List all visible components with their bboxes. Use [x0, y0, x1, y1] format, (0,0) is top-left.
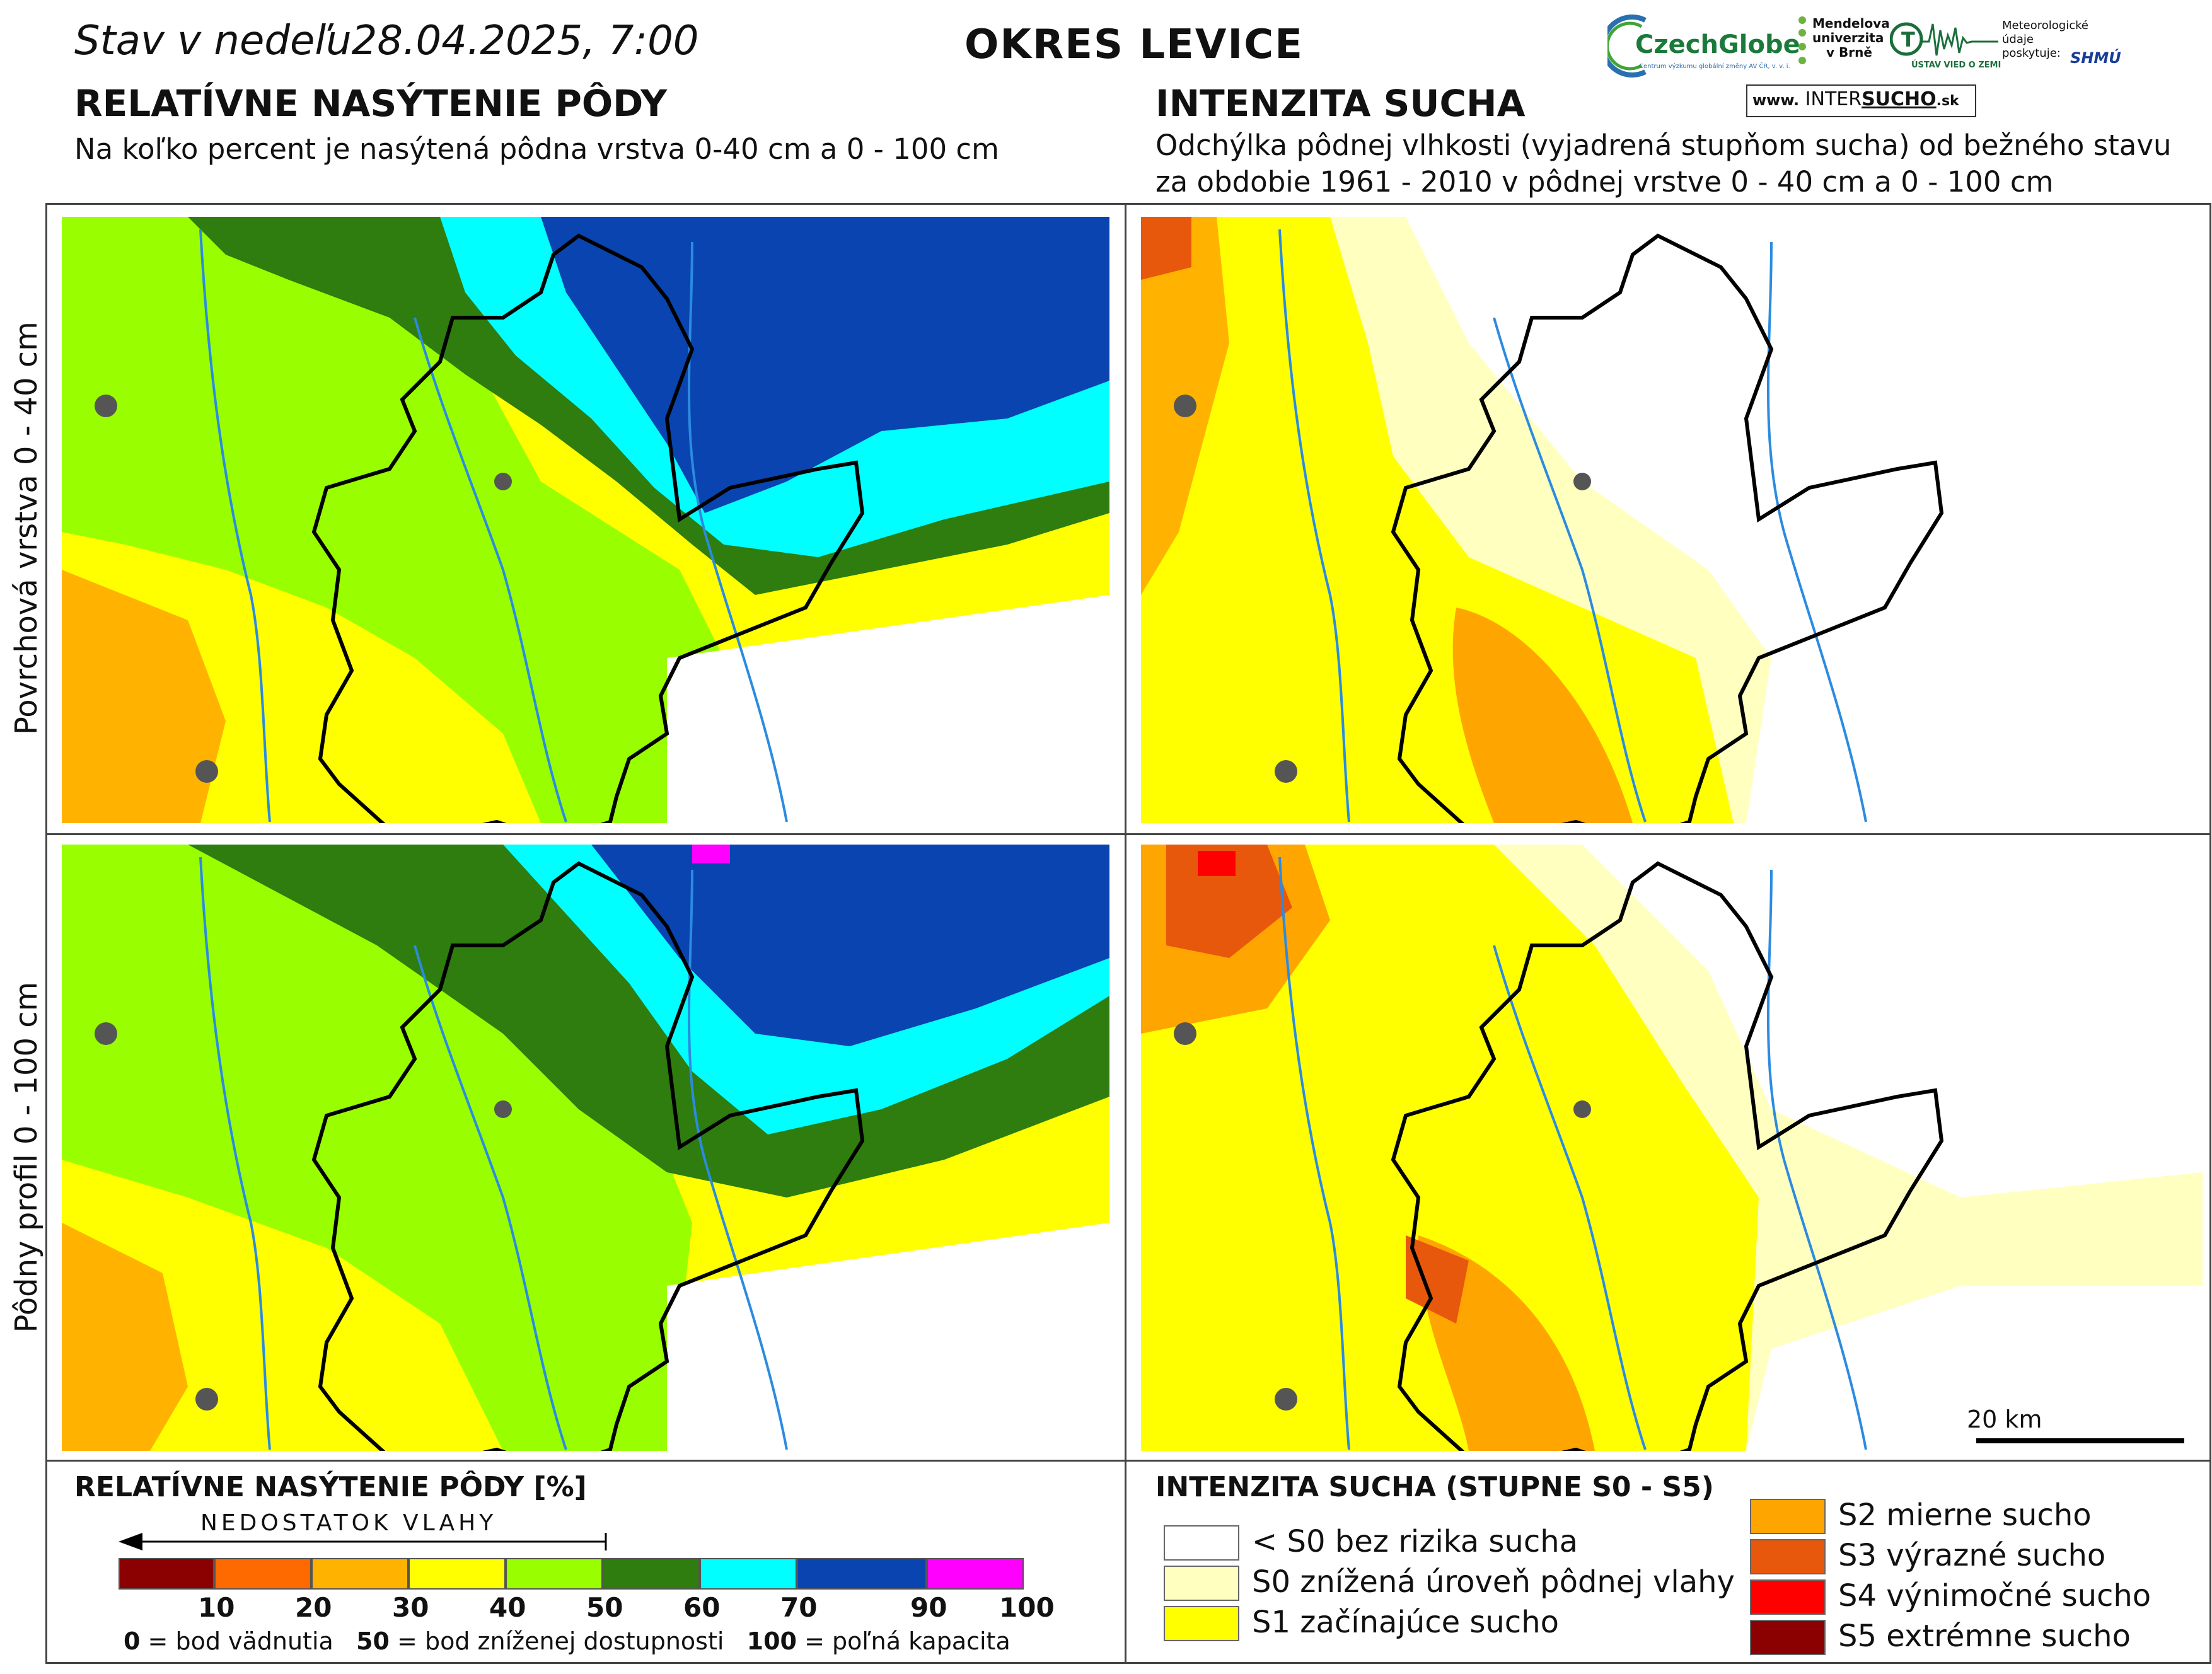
horizontal-divider-middle	[45, 833, 2211, 835]
note-50-value: 50	[356, 1627, 390, 1655]
drought-class-swatch	[1164, 1566, 1239, 1601]
note-100-text: = poľná kapacita	[797, 1627, 1010, 1655]
web-suffix: .sk	[1936, 93, 1959, 109]
scale-swatch	[927, 1558, 1024, 1590]
meteo-provider: Meteorologické údaje poskytuje: SHMÚ	[2002, 19, 2128, 82]
web-sucho: SUCHO	[1862, 88, 1937, 110]
scale-tick-label: 40	[489, 1592, 526, 1623]
note-50-text: = bod zníženej dostupnosti	[389, 1627, 724, 1655]
date-prefix: Stav v nedeľu	[74, 18, 352, 64]
scale-bar-label: 20 km	[1967, 1406, 2042, 1433]
mendelu-line-2: univerzita	[1812, 30, 1884, 45]
row-label-profile: Pôdny profil 0 - 100 cm	[9, 981, 44, 1333]
right-panel-subtitle-1: Odchýlka pôdnej vlhkosti (vyjadrená stup…	[1155, 129, 2172, 162]
scale-swatch	[119, 1558, 214, 1590]
left-panel-title: RELATÍVNE NASÝTENIE PÔDY	[74, 82, 668, 125]
map-saturation-topsoil	[62, 217, 1109, 823]
drought-class-swatch	[1750, 1579, 1826, 1615]
note-0-text: = bod vädnutia	[140, 1627, 333, 1655]
drought-class-swatch	[1750, 1539, 1826, 1574]
drought-legend-title: INTENZITA SUCHA (STUPNE S0 - S5)	[1155, 1471, 1714, 1503]
scale-tick-label: 60	[683, 1592, 721, 1623]
uvz-name: ÚSTAV VIED O ZEMI	[1911, 61, 2001, 70]
note-100-value: 100	[746, 1627, 797, 1655]
scale-tick-label: 10	[198, 1592, 235, 1623]
uvz-logo: T ÚSTAV VIED O ZEMI	[1889, 16, 2001, 79]
meteo-line-3: poskytuje:	[2002, 47, 2061, 60]
map-drought-topsoil	[1141, 217, 2203, 823]
right-panel-subtitle-2: za obdobie 1961 - 2010 v pôdnej vrstve 0…	[1155, 165, 2054, 199]
horizontal-divider-legend	[45, 1460, 2211, 1462]
scale-swatch	[700, 1558, 797, 1590]
scale-swatch	[214, 1558, 311, 1590]
shmu-logo: SHMÚ	[2070, 49, 2121, 67]
scale-swatch	[408, 1558, 506, 1590]
deficit-arrow-label: NEDOSTATOK VLAHY	[200, 1510, 497, 1536]
drought-class-label: S4 výnimočné sucho	[1838, 1578, 2151, 1613]
meteo-line-1: Meteorologické	[2002, 19, 2088, 32]
scale-bar	[1976, 1438, 2184, 1443]
meteo-line-2: údaje	[2002, 33, 2034, 46]
mendelu-line-3: v Brně	[1826, 45, 1872, 60]
scale-tick-label: 90	[910, 1592, 947, 1623]
czechglobe-logo: CzechGlobe Centrum výzkumu globální změn…	[1601, 11, 1800, 81]
drought-class-label: S5 extrémne sucho	[1838, 1619, 2131, 1654]
date-value: 28.04.2025, 7:00	[351, 18, 699, 64]
deficit-arrow	[119, 1533, 607, 1550]
scale-swatch	[797, 1558, 927, 1590]
note-0-value: 0	[124, 1627, 141, 1655]
drought-class-label: < S0 bez rizika sucha	[1252, 1524, 1578, 1559]
scale-tick-label: 70	[780, 1592, 818, 1623]
left-panel-subtitle: Na koľko percent je nasýtená pôdna vrstv…	[74, 132, 999, 166]
vertical-divider	[1125, 203, 1126, 1664]
scale-swatch	[311, 1558, 408, 1590]
drought-class-label: S2 mierne sucho	[1838, 1498, 2092, 1533]
scale-tick-label: 100	[999, 1592, 1055, 1623]
row-label-topsoil: Povrchová vrstva 0 - 40 cm	[9, 321, 44, 735]
date-line: Stav v nedeľu28.04.2025, 7:00	[74, 18, 699, 64]
mendelu-logo: Mendelova univerzita v Brně	[1793, 14, 1890, 83]
panel-frame	[45, 203, 2211, 1664]
saturation-notes: 0 = bod vädnutia 50 = bod zníženej dostu…	[124, 1627, 1010, 1655]
czechglobe-name: CzechGlobe	[1635, 30, 1800, 59]
scale-tick-label: 30	[392, 1592, 429, 1623]
svg-text:T: T	[1901, 28, 1915, 52]
scale-swatch	[506, 1558, 603, 1590]
mendelu-line-1: Mendelova	[1812, 16, 1890, 31]
map-drought-profile: 20 km	[1141, 845, 2203, 1451]
drought-class-swatch	[1750, 1620, 1826, 1655]
right-panel-title: INTENZITA SUCHA	[1155, 82, 1526, 125]
district-title: OKRES LEVICE	[964, 21, 1304, 68]
drought-class-label: S3 výrazné sucho	[1838, 1538, 2106, 1573]
scale-tick-label: 20	[295, 1592, 332, 1623]
intersucho-web-badge: www. INTERSUCHO.sk	[1746, 84, 1976, 117]
drought-class-swatch	[1164, 1525, 1239, 1561]
drought-class-swatch	[1164, 1606, 1239, 1641]
drought-class-swatch	[1750, 1499, 1826, 1534]
map-saturation-profile	[62, 845, 1109, 1451]
scale-tick-label: 50	[586, 1592, 623, 1623]
drought-class-label: S0 znížená úroveň pôdnej vlahy	[1252, 1564, 1735, 1600]
web-prefix: www.	[1752, 91, 1800, 109]
scale-swatch	[603, 1558, 700, 1590]
czechglobe-subtext: Centrum výzkumu globální změny AV ČR, v.…	[1639, 63, 1790, 70]
saturation-legend-title: RELATÍVNE NASÝTENIE PÔDY [%]	[74, 1471, 587, 1503]
drought-class-label: S1 začínajúce sucho	[1252, 1605, 1559, 1640]
web-inter: INTER	[1805, 88, 1862, 110]
